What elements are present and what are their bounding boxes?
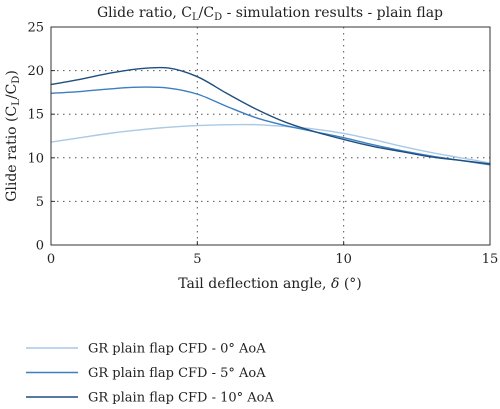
series-line-2 — [50, 66, 491, 165]
axis-ticks: 0 5 10 15 0 5 10 15 20 25 — [27, 21, 498, 268]
y-tick-label: 20 — [27, 64, 44, 79]
legend-label-1: GR plain flap CFD - 5° AoA — [88, 366, 266, 381]
y-tick-label: 10 — [27, 151, 44, 166]
y-tick-label: 0 — [36, 239, 44, 254]
x-tick-label: 5 — [193, 252, 201, 267]
x-tick-label: 15 — [482, 252, 499, 267]
y-tick-label: 25 — [27, 21, 44, 36]
series-line-0 — [50, 123, 491, 164]
x-tick-label: 10 — [335, 252, 352, 267]
plot-frame — [50, 26, 491, 246]
x-axis-label: Tail deflection angle, δ (°) — [178, 276, 362, 292]
legend: GR plain flap CFD - 0° AoA GR plain flap … — [26, 342, 275, 406]
y-tick-label: 15 — [27, 108, 44, 123]
series-line-1 — [50, 86, 491, 166]
x-tick-label: 0 — [47, 252, 55, 267]
chart-title: Glide ratio, CL/CD - simulation results … — [97, 5, 443, 23]
legend-label-0: GR plain flap CFD - 0° AoA — [88, 342, 266, 357]
legend-label-2: GR plain flap CFD - 10° AoA — [88, 391, 275, 406]
grid-lines — [51, 27, 490, 245]
y-axis-label: Glide ratio (CL/CD) — [4, 70, 22, 202]
series-group — [50, 66, 491, 166]
y-tick-label: 5 — [36, 195, 44, 210]
